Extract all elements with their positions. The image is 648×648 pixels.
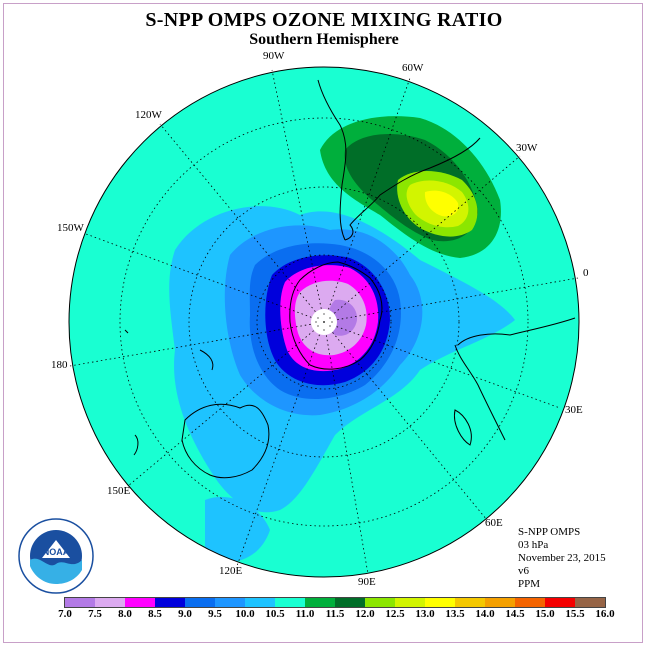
- lon-label-90w: 90W: [263, 50, 285, 62]
- info-units: PPM: [518, 578, 541, 590]
- colorbar-swatch-17: [575, 598, 605, 607]
- lon-label-180: 180: [51, 359, 68, 371]
- lon-label-120e: 120E: [219, 565, 243, 577]
- colorbar-tick-label: 16.0: [595, 608, 615, 620]
- coastlines: [124, 79, 576, 479]
- colorbar-swatch-12: [425, 598, 455, 607]
- lon-label-150e: 150E: [107, 485, 131, 497]
- colorbar-swatch-4: [185, 598, 215, 607]
- colorbar-swatch-9: [335, 598, 365, 607]
- field-small-pocket: [210, 287, 225, 302]
- south-america-east-coast: [344, 137, 481, 241]
- colorbar-tick-label: 8.0: [118, 608, 132, 620]
- island-1: [124, 329, 129, 334]
- new-zealand-coast: [199, 349, 214, 371]
- colorbar-tick-label: 9.0: [178, 608, 192, 620]
- africa-east: [454, 344, 506, 441]
- graticule: [69, 69, 579, 575]
- australia-coast: [181, 403, 270, 479]
- map-title: S-NPP OMPS OZONE MIXING RATIO: [145, 9, 503, 31]
- africa-coast: [457, 317, 576, 346]
- colorbar-swatch-10: [365, 598, 395, 607]
- lon-label-30w: 30W: [516, 142, 538, 154]
- colorbar-tick-label: 10.5: [265, 608, 285, 620]
- island-2: [133, 434, 139, 456]
- lon-label-60e: 60E: [485, 517, 503, 529]
- lon-label-30e: 30E: [565, 404, 583, 416]
- colorbar-swatch-6: [245, 598, 275, 607]
- colorbar-tick-label: 14.5: [505, 608, 525, 620]
- colorbar-tick-label: 12.5: [385, 608, 405, 620]
- lon-label-90e: 90E: [358, 576, 376, 588]
- colorbar-tick-label: 7.5: [88, 608, 102, 620]
- field-13-13p5: [424, 190, 459, 217]
- colorbar-tick-label: 12.0: [355, 608, 375, 620]
- colorbar-swatch-5: [215, 598, 245, 607]
- info-date: November 23, 2015: [518, 552, 606, 564]
- colorbar-tick-label: 11.5: [325, 608, 345, 620]
- info-instrument: S-NPP OMPS: [518, 526, 581, 538]
- colorbar-swatch-1: [95, 598, 125, 607]
- noaa-logo: NOAA: [18, 518, 94, 594]
- colorbar-tick-label: 9.5: [208, 608, 222, 620]
- colorbar-swatch-16: [545, 598, 575, 607]
- south-america-west-coast: [317, 79, 347, 241]
- colorbar: [64, 597, 606, 608]
- colorbar-tick-label: 15.0: [535, 608, 555, 620]
- colorbar-swatch-13: [455, 598, 485, 607]
- colorbar-swatch-0: [65, 598, 95, 607]
- colorbar-tick-label: 13.0: [415, 608, 435, 620]
- colorbar-tick-label: 10.0: [235, 608, 255, 620]
- colorbar-swatch-7: [275, 598, 305, 607]
- pole-dots: [315, 313, 333, 331]
- info-level: 03 hPa: [518, 539, 549, 551]
- colorbar-swatch-3: [155, 598, 185, 607]
- colorbar-swatch-14: [485, 598, 515, 607]
- lon-label-120w: 120W: [135, 109, 162, 121]
- logo-text: NOAA: [43, 547, 70, 557]
- lon-label-0: 0: [583, 267, 589, 279]
- lon-label-60w: 60W: [402, 62, 424, 74]
- colorbar-tick-label: 7.0: [58, 608, 72, 620]
- colorbar-tick-label: 14.0: [475, 608, 495, 620]
- colorbar-swatch-15: [515, 598, 545, 607]
- colorbar-tick-label: 15.5: [565, 608, 585, 620]
- colorbar-tick-label: 13.5: [445, 608, 465, 620]
- antarctica-coast: [289, 261, 383, 370]
- colorbar-swatch-2: [125, 598, 155, 607]
- info-version: v6: [518, 565, 529, 577]
- lon-label-150w: 150W: [57, 222, 84, 234]
- madagascar-coast: [453, 409, 472, 446]
- map-boundary: [68, 66, 580, 578]
- colorbar-swatch-8: [305, 598, 335, 607]
- colorbar-swatch-11: [395, 598, 425, 607]
- image-frame: [3, 3, 643, 643]
- map-subtitle: Southern Hemisphere: [249, 31, 399, 48]
- colorbar-tick-label: 11.0: [295, 608, 315, 620]
- colorbar-tick-label: 8.5: [148, 608, 162, 620]
